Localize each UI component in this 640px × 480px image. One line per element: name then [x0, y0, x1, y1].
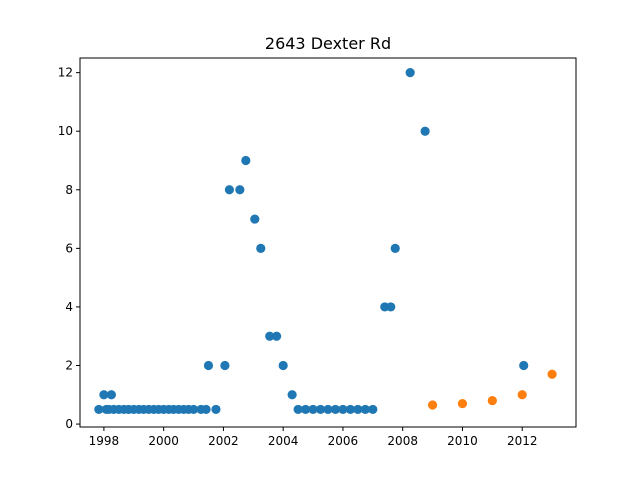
x-tick-label: 2004	[268, 434, 299, 448]
data-point	[278, 360, 288, 371]
data-point	[353, 404, 363, 415]
y-tick-label: 0	[65, 417, 73, 431]
data-point	[308, 404, 318, 415]
y-axis: 0 2 4 6 8 10 12	[58, 66, 80, 431]
data-point	[517, 390, 527, 400]
series-2	[427, 369, 557, 410]
data-point	[427, 400, 438, 410]
x-tick-label: 2006	[328, 434, 359, 448]
x-tick-label: 2002	[208, 434, 239, 448]
data-point	[330, 404, 341, 415]
data-point	[519, 360, 529, 371]
data-point	[293, 404, 303, 415]
y-tick-label: 2	[65, 359, 73, 373]
plot-area	[94, 68, 557, 415]
series-1	[94, 68, 529, 415]
data-point	[368, 404, 378, 415]
y-tick-label: 6	[65, 241, 73, 255]
data-point	[224, 185, 234, 195]
data-point	[250, 214, 260, 224]
data-point	[203, 360, 214, 371]
chart-title: 2643 Dexter Rd	[265, 34, 391, 53]
data-point	[287, 390, 297, 400]
x-tick-label: 2010	[447, 434, 478, 448]
data-point	[265, 331, 275, 341]
data-point	[300, 404, 311, 415]
data-point	[211, 404, 221, 415]
data-point	[457, 398, 468, 409]
data-point	[220, 360, 230, 371]
data-point	[420, 126, 430, 136]
data-point	[390, 243, 400, 253]
x-tick-label: 2000	[148, 434, 179, 448]
data-point	[201, 404, 211, 415]
data-point	[487, 396, 497, 406]
data-point	[99, 390, 109, 400]
data-point	[94, 404, 104, 415]
data-point	[256, 243, 266, 253]
y-tick-label: 10	[58, 124, 73, 138]
y-tick-label: 4	[65, 300, 73, 314]
data-point	[386, 302, 396, 312]
axes-frame	[79, 57, 577, 428]
data-point	[272, 331, 282, 341]
data-point	[405, 68, 415, 78]
data-point	[345, 404, 356, 415]
data-point	[360, 404, 370, 415]
data-point	[323, 404, 333, 415]
x-tick-label: 2008	[387, 434, 418, 448]
x-axis: 1998 2000 2002 2004 2006 2008 2010 2012	[89, 427, 538, 448]
x-tick-label: 2012	[507, 434, 538, 448]
y-tick-label: 8	[65, 183, 73, 197]
data-point	[235, 185, 245, 195]
data-point	[547, 369, 557, 379]
x-tick-label: 1998	[89, 434, 120, 448]
data-point	[338, 404, 348, 415]
data-point	[188, 404, 199, 415]
data-point	[106, 390, 116, 400]
data-point	[315, 404, 326, 415]
data-point	[241, 155, 251, 166]
y-tick-label: 12	[58, 66, 73, 80]
